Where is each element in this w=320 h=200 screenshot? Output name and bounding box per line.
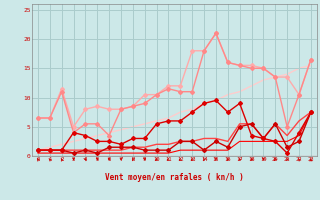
X-axis label: Vent moyen/en rafales ( kn/h ): Vent moyen/en rafales ( kn/h ): [105, 174, 244, 182]
